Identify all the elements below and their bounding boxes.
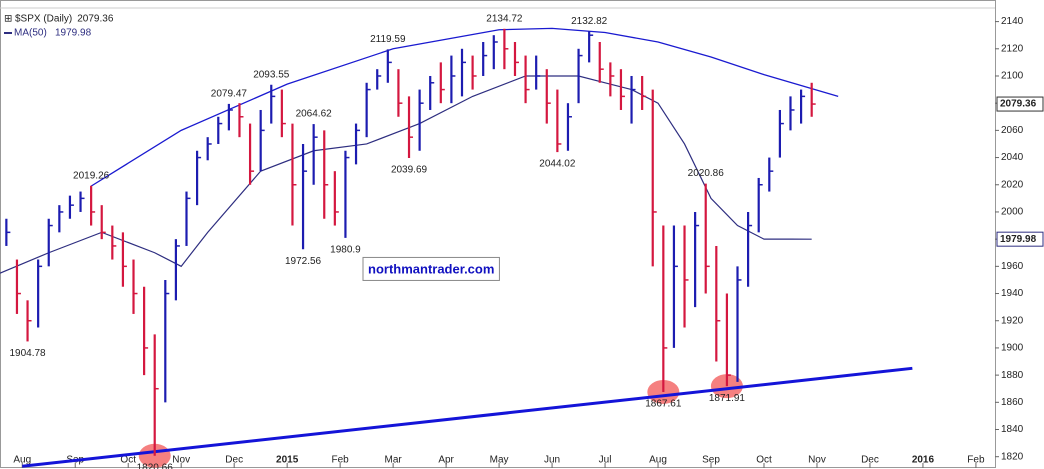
trend-line (90, 27, 839, 187)
x-tick-label: 2015 (276, 455, 299, 466)
x-tick-label: Oct (756, 455, 772, 466)
x-tick-label: Aug (649, 455, 667, 466)
watermark-box (362, 256, 500, 281)
trend-line (22, 366, 913, 468)
legend-value: 1979.98 (55, 28, 92, 39)
annotation: 2119.59 (370, 34, 406, 45)
value-box (996, 96, 1044, 112)
annotation: 1820.66 (137, 462, 174, 469)
x-tick-label: Oct (120, 455, 136, 466)
y-tick-label: 2060 (1001, 125, 1024, 136)
annotation: 2039.69 (391, 165, 428, 176)
x-tick-label: Aug (13, 455, 31, 466)
y-tick-label: 2040 (1001, 152, 1024, 163)
y-tick-label: 1820 (1001, 451, 1024, 462)
annotation: 2093.55 (253, 69, 290, 80)
y-tick-label: 2120 (1001, 43, 1024, 54)
x-tick-label: Dec (861, 455, 879, 466)
x-tick-label: Jun (544, 455, 560, 466)
watermark: northmantrader.com (368, 261, 494, 276)
ma-line (0, 75, 812, 274)
x-tick-label: 2016 (912, 455, 935, 466)
symbol-icon: ⊞ (4, 14, 12, 25)
x-tick-label: Mar (385, 455, 403, 466)
annotation: 2132.82 (571, 16, 608, 27)
annotation: 2079.47 (211, 89, 248, 100)
y-tick-label: 1940 (1001, 288, 1024, 299)
y-tick-label: 1960 (1001, 261, 1024, 272)
y-tick-label: 2000 (1001, 207, 1024, 218)
annotation: 2134.72 (486, 13, 523, 24)
annotation: 1867.61 (645, 399, 682, 410)
x-tick-label: Jul (599, 455, 612, 466)
x-tick-label: Nov (808, 455, 826, 466)
annotation: 1972.56 (285, 256, 322, 267)
annotation: 1980.9 (330, 245, 361, 256)
annotation: 1904.78 (9, 348, 46, 359)
x-tick-label: Apr (438, 455, 454, 466)
y-tick-label: 1920 (1001, 315, 1024, 326)
annotation: 2064.62 (296, 109, 333, 120)
y-tick-label: 1900 (1001, 343, 1024, 354)
annotation: 2019.26 (73, 170, 110, 181)
y-tick-label: 1860 (1001, 397, 1024, 408)
x-tick-label: Nov (172, 455, 190, 466)
x-tick-label: Dec (225, 455, 243, 466)
plot-frame (0, 0, 996, 468)
last-close: 2079.36 (77, 14, 114, 25)
x-tick-label: May (490, 455, 509, 466)
value-box-label: 1979.98 (1000, 234, 1037, 245)
chart-title: $SPX (Daily) (15, 14, 72, 25)
y-tick-label: 2100 (1001, 71, 1024, 82)
y-tick-label: 2140 (1001, 16, 1024, 27)
annotation: 2020.86 (688, 168, 725, 179)
y-tick-label: 2020 (1001, 179, 1024, 190)
annotation: 1871.91 (709, 393, 746, 404)
x-tick-label: Sep (702, 455, 720, 466)
legend-label: MA(50) (14, 28, 47, 39)
y-tick-label: 1840 (1001, 424, 1024, 435)
x-tick-label: Feb (967, 455, 985, 466)
x-tick-label: Feb (332, 455, 350, 466)
value-box (996, 231, 1044, 247)
annotation: 2044.02 (539, 159, 576, 170)
y-tick-label: 1880 (1001, 370, 1024, 381)
value-box-label: 2079.36 (1000, 99, 1037, 110)
